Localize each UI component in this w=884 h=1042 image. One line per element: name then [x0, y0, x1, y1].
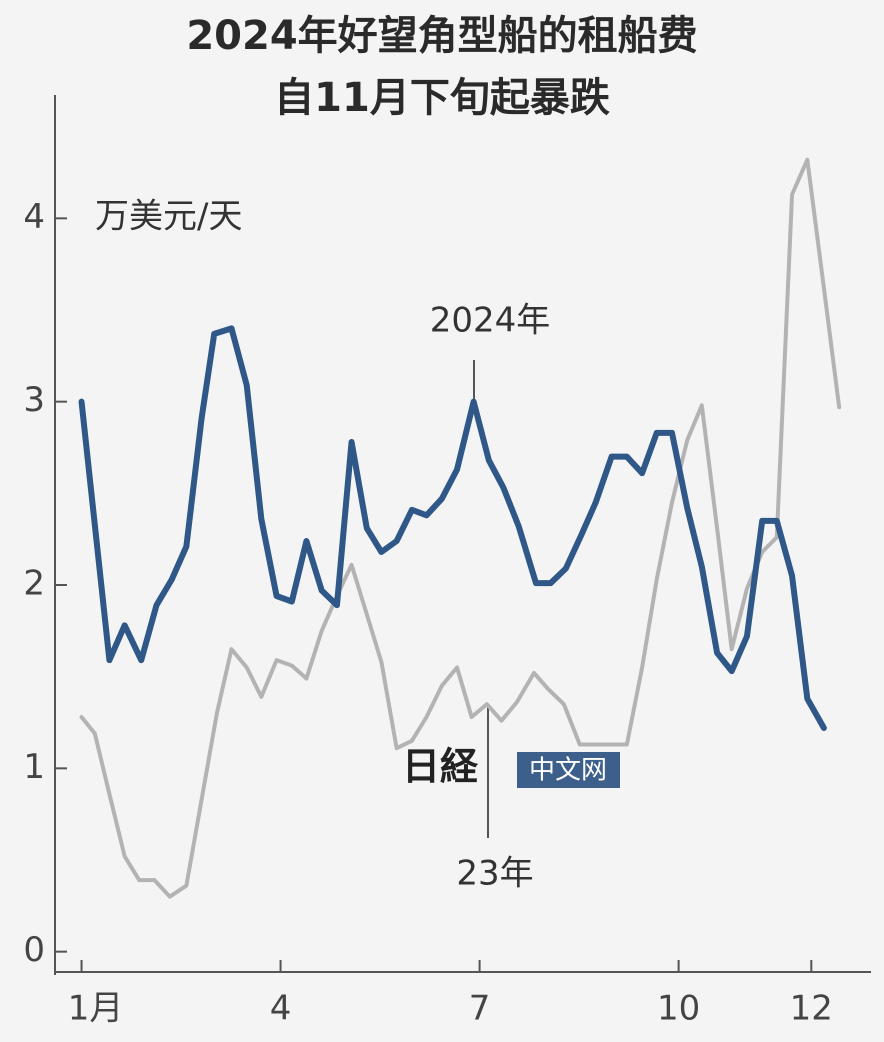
unit-label: 万美元/天 — [95, 197, 242, 237]
x-tick-label: 4 — [270, 989, 292, 1029]
watermark: 日経 — [402, 744, 479, 789]
y-tick-label: 3 — [23, 380, 45, 420]
annotation: 2024年 — [430, 301, 551, 341]
series-line — [78, 325, 827, 731]
series-line — [79, 157, 842, 899]
y-tick-label: 1 — [23, 747, 45, 787]
y-tick-label: 0 — [23, 930, 45, 970]
chart-subtitle: 自11月下旬起暴跌 — [274, 75, 610, 121]
x-tick-label: 12 — [790, 989, 833, 1029]
x-tick-label: 10 — [657, 989, 700, 1029]
annotation: 23年 — [456, 854, 533, 894]
y-tick-label: 4 — [23, 197, 45, 237]
y-tick-label: 2 — [23, 564, 45, 604]
plot — [78, 157, 842, 899]
x-tick-label: 7 — [469, 989, 491, 1029]
chart-title: 2024年好望角型船的租船费 — [186, 13, 697, 59]
x-tick-label: 1月 — [68, 989, 124, 1029]
watermark: 中文网 — [529, 756, 607, 786]
watermark-box — [517, 752, 620, 788]
